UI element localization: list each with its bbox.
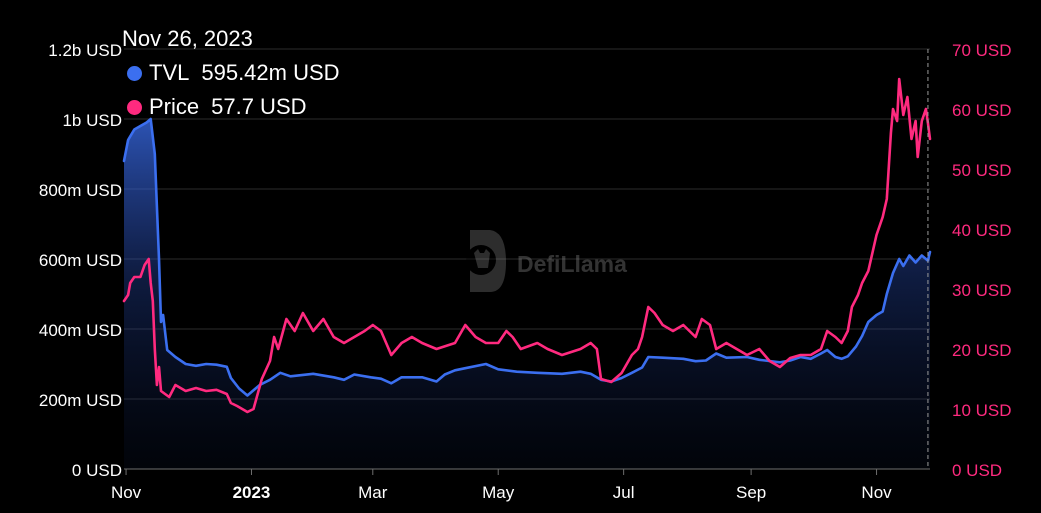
left-axis-tick-label: 1.2b USD <box>48 41 122 60</box>
x-axis-tick-label: 2023 <box>233 483 271 502</box>
axes: 0 USD 200m USD 400m USD 600m USD 800m USD 1b … <box>39 41 1012 502</box>
x-axis-tick-label: May <box>482 483 515 502</box>
tvl-line <box>122 117 932 397</box>
left-axis-tick-label: 600m USD <box>39 251 122 270</box>
tvl-area <box>124 119 930 469</box>
x-axis-tick-label: Nov <box>861 483 892 502</box>
right-axis-tick-label: 0 USD <box>952 461 1002 480</box>
left-axis-tick-label: 400m USD <box>39 321 122 340</box>
llama-logo-icon <box>466 230 506 292</box>
left-axis-tick-label: 0 USD <box>72 461 122 480</box>
left-axis-tick-label: 800m USD <box>39 181 122 200</box>
right-axis-tick-label: 40 USD <box>952 221 1012 240</box>
left-axis-tick-label: 200m USD <box>39 391 122 410</box>
tvl-area-layer <box>124 119 930 469</box>
right-axis-tick-label: 30 USD <box>952 281 1012 300</box>
watermark: DefiLlama <box>466 230 627 292</box>
right-axis-tick-label: 70 USD <box>952 41 1012 60</box>
price-line <box>122 77 932 414</box>
x-axis-tick-label: Nov <box>111 483 142 502</box>
right-axis-tick-label: 10 USD <box>952 401 1012 420</box>
left-axis-tick-label: 1b USD <box>62 111 122 130</box>
x-axis-tick-label: Mar <box>358 483 388 502</box>
right-axis-tick-label: 50 USD <box>952 161 1012 180</box>
series-lines-layer <box>122 77 932 414</box>
right-axis-tick-label: 60 USD <box>952 101 1012 120</box>
right-axis-tick-label: 20 USD <box>952 341 1012 360</box>
watermark-text: DefiLlama <box>517 251 627 277</box>
x-axis-tick-label: Jul <box>613 483 635 502</box>
x-axis-tick-label: Sep <box>736 483 766 502</box>
